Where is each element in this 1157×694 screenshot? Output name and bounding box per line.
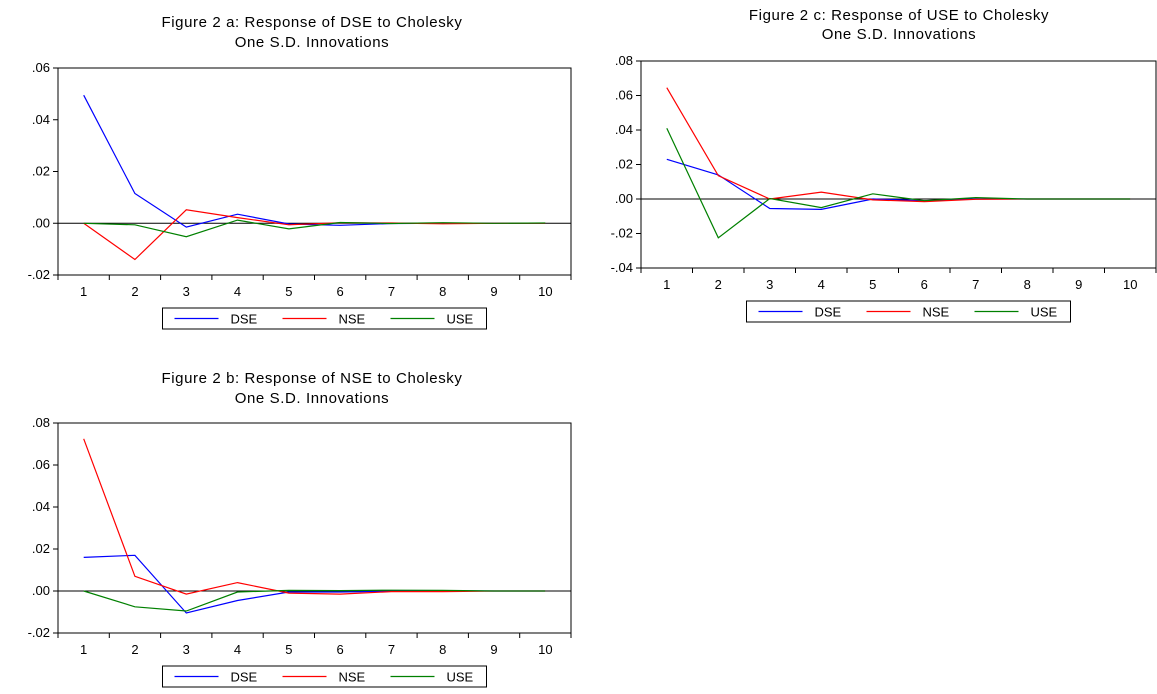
chart-title-line: One S.D. Innovations <box>235 390 390 407</box>
y-tick-label: .06 <box>615 88 633 103</box>
chart-title-line: One S.D. Innovations <box>235 34 390 51</box>
x-tick-label: 4 <box>234 642 241 657</box>
series-line-use <box>666 128 1131 239</box>
y-tick-label: .00 <box>32 215 50 230</box>
plot-frame <box>57 422 572 634</box>
x-tick-label: 7 <box>388 284 395 299</box>
chart-fig2c: Figure 2 c: Response of USE to Cholesky O… <box>611 7 1157 323</box>
x-tick-label: 9 <box>490 284 497 299</box>
series-line-dse <box>83 554 546 614</box>
x-tick-label: 1 <box>663 277 670 292</box>
y-tick-label: .04 <box>32 499 50 514</box>
legend-label: DSE <box>815 305 842 320</box>
y-tick-label: .02 <box>32 541 50 556</box>
y-tick-label: .08 <box>32 415 50 430</box>
x-tick-label: 6 <box>921 277 928 292</box>
legend-label: USE <box>447 670 474 685</box>
series-line-use <box>83 219 546 238</box>
x-tick-label: 1 <box>80 642 87 657</box>
x-tick-label: 3 <box>766 277 773 292</box>
y-tick-label: -.04 <box>611 260 633 275</box>
legend-label: NSE <box>923 305 950 320</box>
y-tick-label: -.02 <box>28 625 50 640</box>
legend-label: NSE <box>339 670 366 685</box>
chart-title-line: Figure 2 b: Response of NSE to Cholesky <box>161 370 462 387</box>
x-tick-label: 2 <box>131 284 138 299</box>
series-line-dse <box>83 94 546 228</box>
series-line-nse <box>666 87 1131 203</box>
x-tick-label: 10 <box>538 284 552 299</box>
x-tick-label: 10 <box>538 642 552 657</box>
y-tick-label: .06 <box>32 457 50 472</box>
legend-label: NSE <box>339 312 366 327</box>
x-tick-label: 9 <box>1075 277 1082 292</box>
y-tick-label: .00 <box>615 191 633 206</box>
y-tick-label: -.02 <box>611 226 633 241</box>
chart-fig2a: Figure 2 a: Response of DSE to Cholesky O… <box>28 14 572 330</box>
y-tick-label: .02 <box>615 157 633 172</box>
x-tick-label: 6 <box>337 642 344 657</box>
series-line-use <box>83 589 546 612</box>
x-tick-label: 8 <box>1024 277 1031 292</box>
legend-label: DSE <box>231 670 258 685</box>
y-tick-label: .04 <box>32 112 50 127</box>
chart-fig2b: Figure 2 b: Response of NSE to Cholesky O… <box>28 370 572 688</box>
series-line-nse <box>83 209 546 261</box>
legend: DSE NSE USE <box>162 307 487 330</box>
x-tick-label: 6 <box>337 284 344 299</box>
plot-frame <box>57 67 572 276</box>
x-tick-label: 3 <box>183 642 190 657</box>
chart-title-line: One S.D. Innovations <box>822 26 977 43</box>
y-tick-label: .04 <box>615 122 633 137</box>
legend-label: USE <box>1031 305 1058 320</box>
y-tick-label: .02 <box>32 164 50 179</box>
chart-title-line: Figure 2 a: Response of DSE to Cholesky <box>161 14 462 31</box>
x-tick-label: 1 <box>80 284 87 299</box>
x-tick-label: 7 <box>972 277 979 292</box>
y-tick-label: .06 <box>32 60 50 75</box>
x-tick-label: 5 <box>869 277 876 292</box>
legend-label: DSE <box>231 312 258 327</box>
x-tick-label: 7 <box>388 642 395 657</box>
x-tick-label: 9 <box>490 642 497 657</box>
y-tick-label: -.02 <box>28 267 50 282</box>
x-tick-label: 8 <box>439 642 446 657</box>
x-tick-label: 2 <box>131 642 138 657</box>
y-tick-label: .00 <box>32 583 50 598</box>
x-tick-label: 10 <box>1123 277 1137 292</box>
chart-title-line: Figure 2 c: Response of USE to Cholesky <box>749 7 1049 24</box>
x-tick-label: 2 <box>715 277 722 292</box>
x-tick-label: 5 <box>285 284 292 299</box>
x-tick-label: 3 <box>183 284 190 299</box>
x-tick-label: 4 <box>234 284 241 299</box>
series-line-nse <box>83 438 546 595</box>
x-tick-label: 5 <box>285 642 292 657</box>
y-tick-label: .08 <box>615 53 633 68</box>
legend: DSE NSE USE <box>746 300 1071 323</box>
legend: DSE NSE USE <box>162 665 487 688</box>
legend-label: USE <box>447 312 474 327</box>
x-tick-label: 8 <box>439 284 446 299</box>
x-tick-label: 4 <box>818 277 825 292</box>
